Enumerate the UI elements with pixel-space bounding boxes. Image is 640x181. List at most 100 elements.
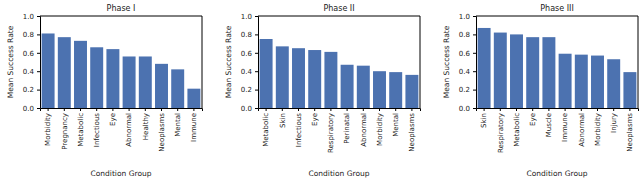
tick-mark [516, 108, 517, 111]
y-axis: 0.0 0.2 0.4 0.6 0.8 1.0 [459, 13, 477, 113]
tick-mark [161, 108, 162, 111]
tick-mark [363, 108, 364, 111]
tick-mark [532, 108, 533, 111]
tick-label: Infectious [295, 113, 303, 148]
tick-label: Mental [174, 113, 182, 137]
tick-label: 1.0 [459, 13, 470, 21]
tick-label: 0.2 [23, 86, 34, 94]
tick: Eye [109, 108, 117, 126]
tick-label: 0.8 [241, 31, 252, 39]
tick: 0.4 [241, 68, 258, 76]
tick-label: 0.0 [23, 105, 34, 113]
tick-mark [255, 71, 258, 72]
tick: 0.8 [459, 31, 476, 39]
tick-mark [64, 108, 65, 111]
tick-mark [597, 108, 598, 111]
bar [623, 72, 636, 108]
tick: Neoplasms [158, 108, 166, 152]
tick-mark [473, 71, 476, 72]
tick-label: Abnormal [125, 113, 133, 147]
tick-label: 0.8 [23, 31, 34, 39]
tick: Perinatal [343, 108, 351, 144]
tick-label: Morbidity [594, 113, 602, 146]
bar [542, 37, 555, 108]
bar [155, 64, 168, 108]
tick-mark [500, 108, 501, 111]
tick-label: Metabolic [262, 113, 270, 147]
tick-label: 1.0 [241, 13, 252, 21]
axis-line [477, 109, 639, 112]
tick-mark [255, 53, 258, 54]
tick-mark [37, 34, 40, 35]
axis-line [37, 17, 41, 109]
y-axis-title: Mean Success Rate [442, 25, 451, 98]
bar [42, 33, 55, 108]
tick: Neoplasms [626, 108, 634, 152]
bars [42, 33, 201, 108]
bars [478, 28, 637, 108]
tick-mark [193, 108, 194, 111]
y-axis: 0.00.20.40.60.81.0 [23, 13, 41, 113]
tick-label: Healthy [142, 113, 150, 140]
bar [405, 75, 418, 108]
tick-label: Eye [311, 113, 319, 126]
tick-label: Skin [480, 113, 488, 128]
tick-label: Mental [392, 113, 400, 137]
tick-label: 0.4 [459, 68, 471, 76]
bar [324, 52, 337, 108]
bar [90, 47, 103, 108]
tick-mark [629, 108, 630, 111]
tick-mark [379, 108, 380, 111]
tick-label: 0.0 [241, 105, 252, 113]
tick-mark [395, 108, 396, 111]
tick-label: Neoplasms [626, 113, 634, 152]
tick: 0.2 [23, 86, 40, 94]
tick-label: 1.0 [23, 13, 34, 21]
panel: 0.00.20.40.60.81.0SkinRespiratoryMetabol… [442, 4, 639, 178]
tick: Metabolic [513, 108, 521, 147]
tick: Skin [279, 108, 287, 128]
frame [638, 16, 639, 108]
frame [476, 16, 638, 17]
tick: 0.0 [459, 105, 476, 113]
tick-mark [112, 108, 113, 111]
tick: 0.2 [241, 86, 258, 94]
tick: 0.6 [459, 50, 476, 58]
tick-mark [473, 16, 476, 17]
tick: Muscle [545, 108, 553, 137]
axis-line [259, 109, 421, 112]
tick-label: 0.6 [23, 50, 35, 58]
x-axis: MorbidityPregnancyMetabolicInfectiousEye… [41, 108, 203, 152]
frame [40, 16, 202, 17]
tick: Abnormal [360, 108, 368, 147]
tick-mark [145, 108, 146, 111]
title: Phase III [540, 4, 574, 13]
tick-label: Injury [610, 113, 618, 133]
bar [478, 28, 491, 108]
bar [591, 56, 604, 108]
frame [202, 16, 203, 108]
tick: Mental [392, 108, 400, 137]
tick: Eye [311, 108, 319, 126]
tick-mark [37, 16, 40, 17]
tick-label: Abnormal [578, 113, 586, 147]
bar [526, 37, 539, 108]
tick-label: Immune [561, 113, 569, 142]
tick-label: 0.2 [459, 86, 470, 94]
tick: Healthy [142, 108, 150, 140]
tick-mark [129, 108, 130, 111]
tick: Morbidity [44, 108, 52, 146]
bar [357, 66, 370, 108]
tick: 0.8 [23, 31, 40, 39]
bar [494, 33, 507, 108]
y-axis-title: Mean Success Rate [224, 25, 233, 98]
axis-line [41, 109, 203, 112]
tick: Abnormal [578, 108, 586, 147]
tick-mark [548, 108, 549, 111]
tick-label: Immune [190, 113, 198, 142]
axis-line [255, 17, 259, 109]
frame [258, 16, 420, 17]
bar [123, 56, 136, 108]
tick: 1.0 [23, 13, 40, 21]
tick-mark [411, 108, 412, 111]
